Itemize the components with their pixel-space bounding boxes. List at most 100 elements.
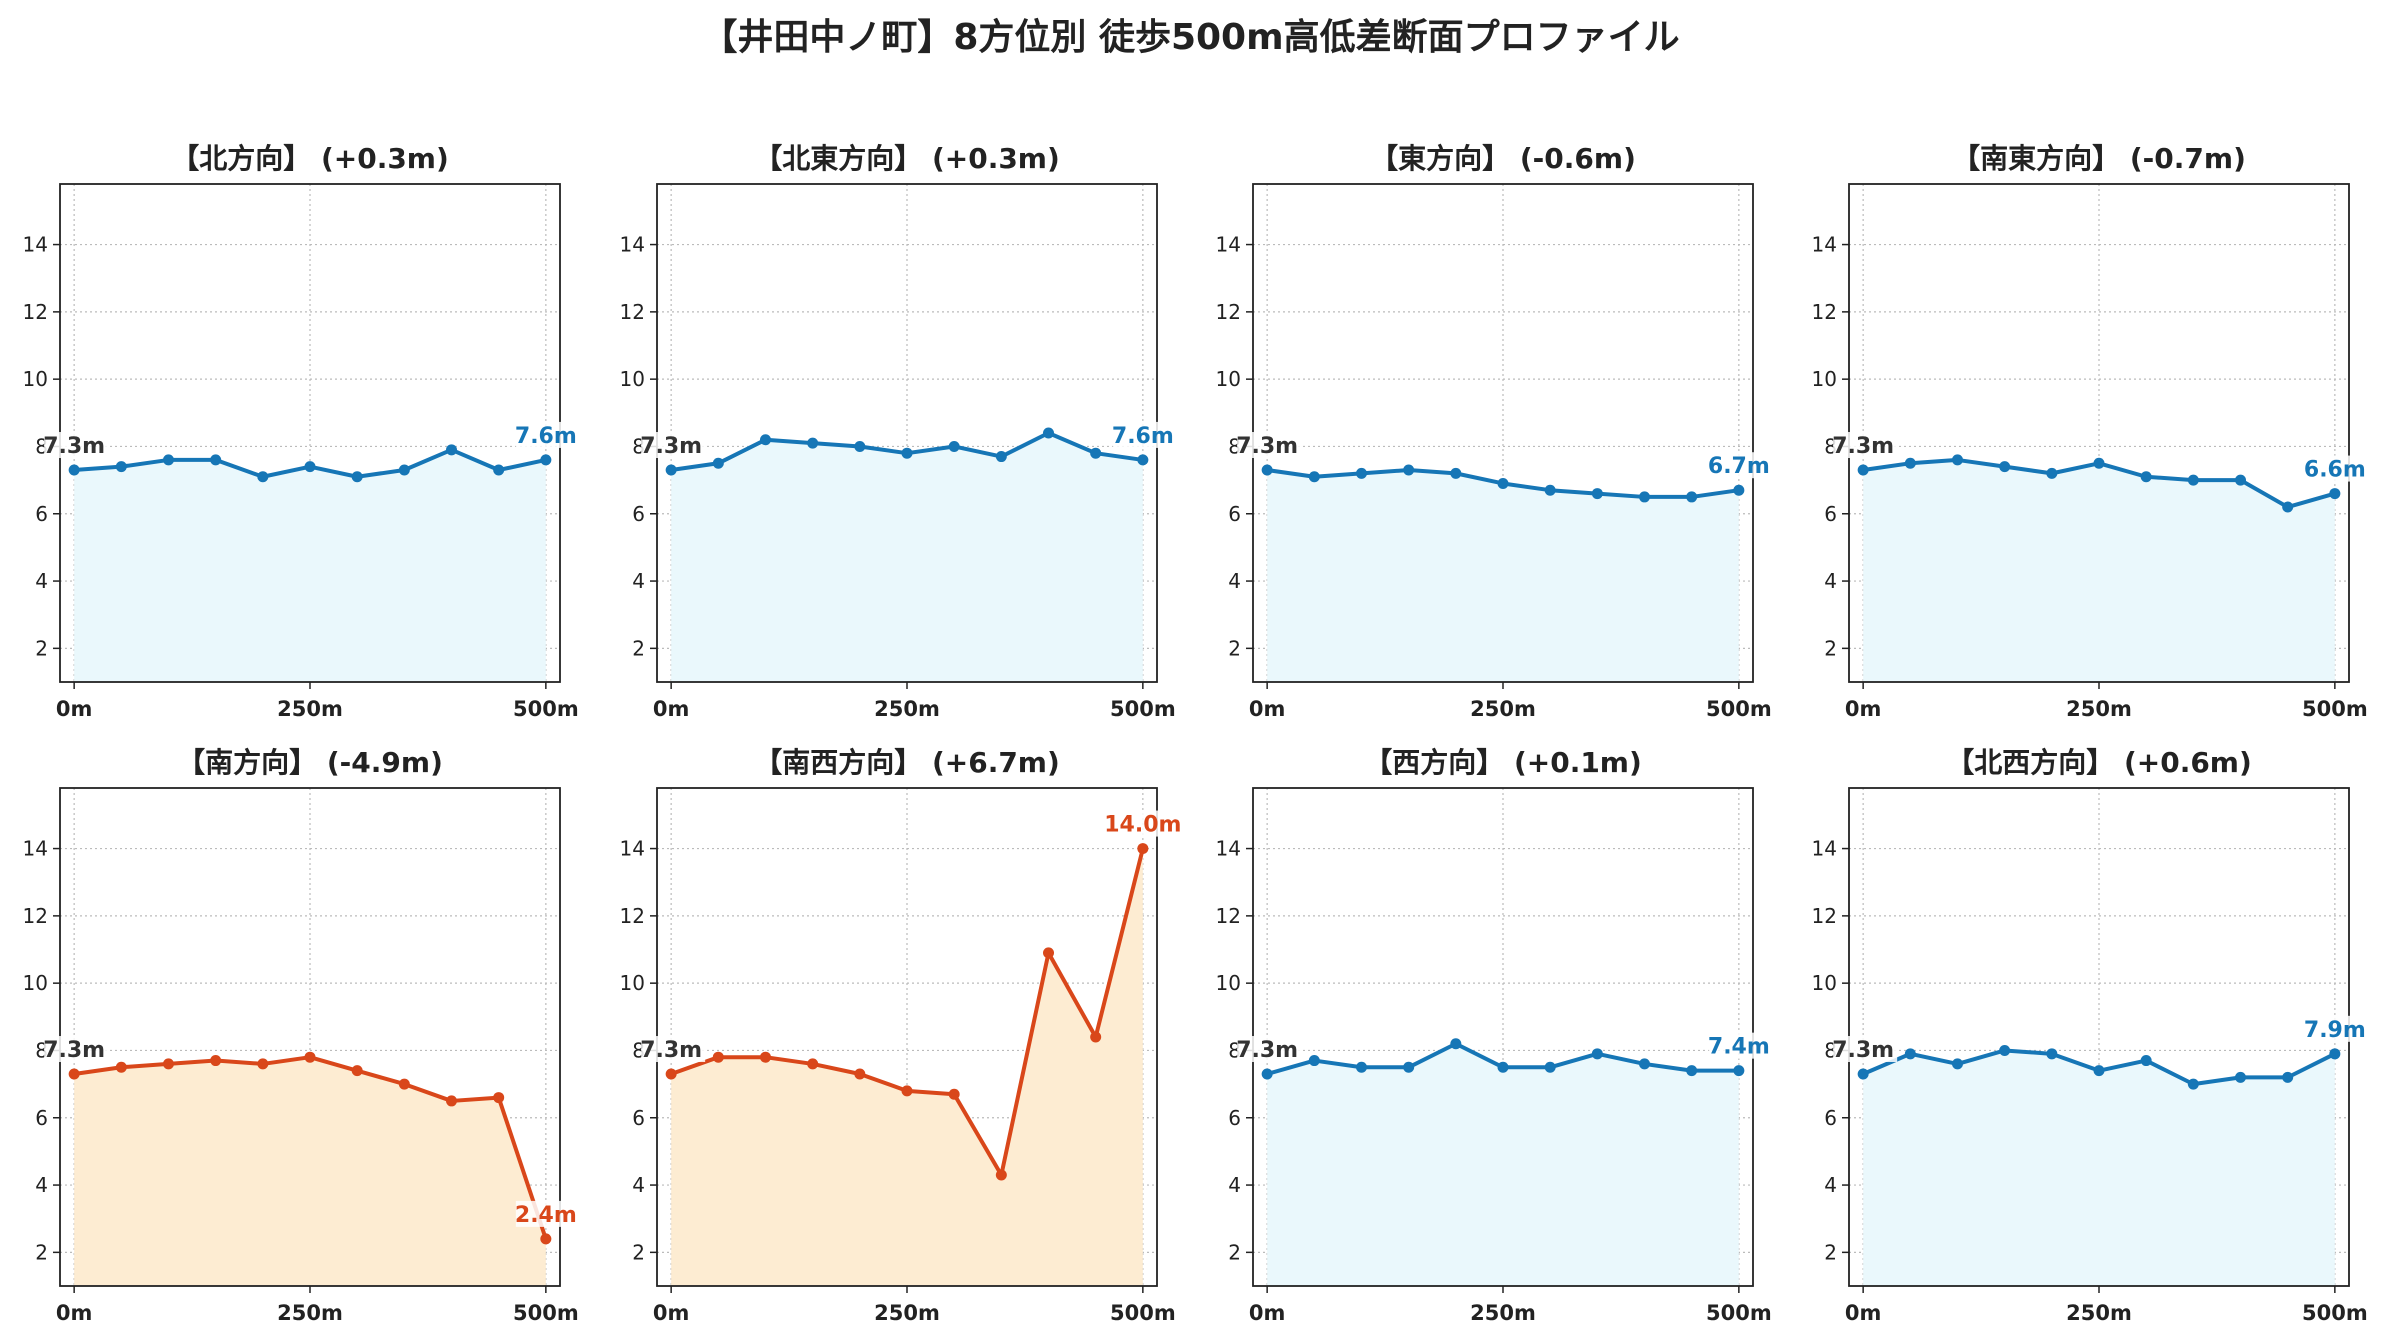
end-label-bg <box>515 1200 576 1227</box>
data-point <box>995 451 1007 463</box>
data-point <box>854 440 866 452</box>
data-point <box>901 447 913 459</box>
data-point <box>304 461 316 473</box>
end-label-bg <box>1106 810 1180 837</box>
y-tick-label: 6 <box>35 502 48 526</box>
data-point <box>1403 464 1415 476</box>
data-point <box>2093 1065 2105 1077</box>
x-tick-label: 0m <box>653 697 690 721</box>
x-tick-label: 250m <box>277 1301 343 1325</box>
start-label-bg <box>44 432 109 459</box>
start-value-label: 7.3m <box>43 1038 105 1063</box>
data-point <box>807 437 819 449</box>
data-point <box>901 1085 913 1097</box>
data-point <box>68 1068 80 1080</box>
data-point <box>1999 461 2011 473</box>
data-point <box>1043 427 1055 439</box>
start-value-label: 7.3m <box>1832 434 1894 459</box>
data-point <box>398 464 410 476</box>
data-point <box>2140 471 2152 483</box>
end-label-bg <box>515 421 576 448</box>
start-label-bg <box>641 1036 706 1063</box>
y-tick-label: 14 <box>1216 233 1241 257</box>
data-point <box>2187 1078 2199 1090</box>
data-point <box>2046 1048 2058 1060</box>
end-value-label: 6.6m <box>2304 458 2366 483</box>
y-tick-label: 6 <box>1228 502 1241 526</box>
y-tick-label: 10 <box>620 367 645 391</box>
end-value-label: 7.4m <box>1708 1035 1770 1060</box>
data-point <box>1355 467 1367 479</box>
end-value-label: 2.4m <box>515 1203 577 1228</box>
x-tick-label: 500m <box>1706 697 1772 721</box>
y-tick-label: 6 <box>632 502 645 526</box>
data-point <box>446 1095 458 1107</box>
y-tick-label: 6 <box>1824 502 1837 526</box>
data-point <box>1137 454 1149 466</box>
start-label-bg <box>1237 432 1302 459</box>
y-tick-label: 12 <box>620 904 645 928</box>
end-label-bg <box>1112 421 1173 448</box>
data-point <box>1591 488 1603 500</box>
start-value-label: 7.3m <box>1236 1038 1298 1063</box>
start-value-label: 7.3m <box>1832 1038 1894 1063</box>
start-value-label: 7.3m <box>43 434 105 459</box>
start-value-label: 7.3m <box>640 434 702 459</box>
data-point <box>759 434 771 446</box>
data-point <box>1544 484 1556 496</box>
y-tick-label: 12 <box>1812 904 1837 928</box>
x-tick-label: 250m <box>277 697 343 721</box>
data-point <box>1951 1058 1963 1070</box>
data-point <box>2093 457 2105 469</box>
data-point <box>1857 1068 1869 1080</box>
x-tick-label: 500m <box>2302 697 2368 721</box>
x-tick-label: 0m <box>1249 1301 1286 1325</box>
y-tick-label: 10 <box>1812 367 1837 391</box>
y-tick-label: 10 <box>23 971 48 995</box>
panel-title: 【西方向】 (+0.1m) <box>1364 746 1642 779</box>
data-point <box>2187 474 2199 486</box>
end-label-bg <box>1708 452 1769 479</box>
x-tick-label: 500m <box>1706 1301 1772 1325</box>
data-point <box>665 1068 677 1080</box>
data-point <box>1355 1061 1367 1073</box>
data-point <box>1639 1058 1651 1070</box>
y-tick-label: 4 <box>1228 1173 1241 1197</box>
data-point <box>948 1088 960 1100</box>
end-value-label: 7.6m <box>1112 424 1174 449</box>
end-value-label: 14.0m <box>1104 813 1181 838</box>
data-point <box>540 454 552 466</box>
data-point <box>2329 488 2341 500</box>
data-point <box>1686 491 1698 503</box>
data-point <box>1497 1061 1509 1073</box>
end-label-bg <box>2304 455 2365 482</box>
y-tick-label: 2 <box>632 636 645 660</box>
data-point <box>1261 1068 1273 1080</box>
data-point <box>1137 843 1149 855</box>
y-tick-label: 14 <box>23 837 48 861</box>
data-point <box>2140 1055 2152 1067</box>
data-point <box>712 457 724 469</box>
data-point <box>304 1051 316 1063</box>
y-tick-label: 10 <box>1812 971 1837 995</box>
data-point <box>1904 1048 1916 1060</box>
x-tick-label: 250m <box>1470 697 1536 721</box>
data-point <box>1090 1031 1102 1043</box>
data-point <box>948 440 960 452</box>
data-point <box>2235 1071 2247 1083</box>
x-tick-label: 0m <box>1845 697 1882 721</box>
data-point <box>446 444 458 456</box>
y-tick-label: 10 <box>1216 367 1241 391</box>
y-tick-label: 14 <box>23 233 48 257</box>
y-tick-label: 14 <box>1812 837 1837 861</box>
x-tick-label: 0m <box>1249 697 1286 721</box>
data-point <box>995 1169 1007 1181</box>
x-tick-label: 500m <box>1110 1301 1176 1325</box>
y-tick-label: 2 <box>1824 1240 1837 1264</box>
panel-title: 【東方向】 (-0.6m) <box>1370 142 1636 175</box>
x-tick-label: 250m <box>1470 1301 1536 1325</box>
y-tick-label: 2 <box>35 1240 48 1264</box>
